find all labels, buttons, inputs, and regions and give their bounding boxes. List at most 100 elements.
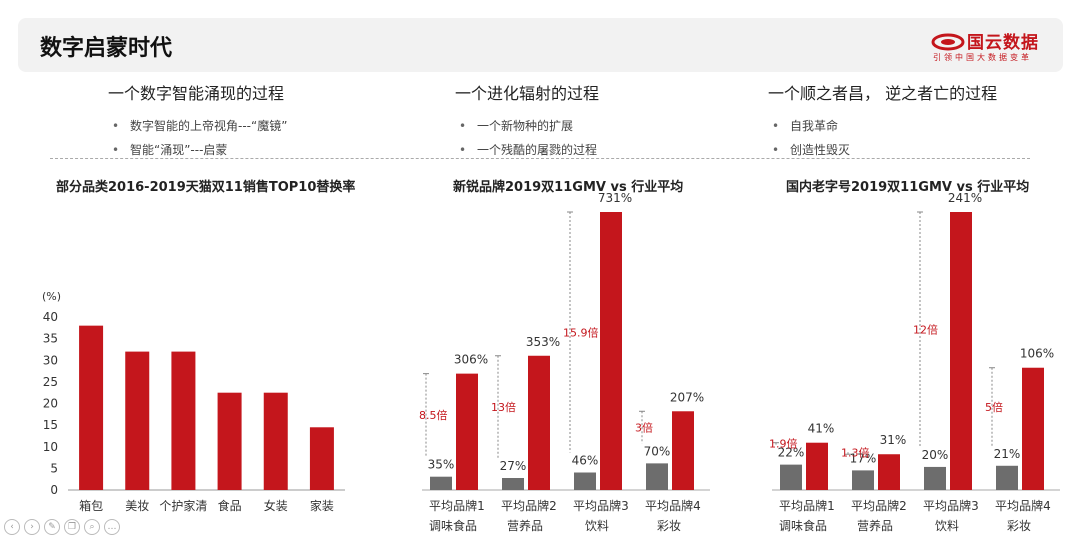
chart3-category-label: 营养品 xyxy=(857,518,893,533)
chart3-category-label: 彩妆 xyxy=(1007,519,1031,533)
chart3-avg-label: 平均 xyxy=(851,499,875,513)
page-title: 数字启蒙时代 xyxy=(40,36,173,61)
chart2-title: 新锐品牌2019双11GMV vs 行业平均 xyxy=(453,180,684,195)
logo-swirl-icon xyxy=(931,33,965,51)
chart3-avg-value: 22% xyxy=(778,446,805,460)
prev-icon[interactable]: ‹ xyxy=(4,519,20,535)
chart3-category-label: 调味食品 xyxy=(779,518,827,533)
chart1-ytick-label: 15 xyxy=(43,418,58,432)
chart1-xtick-label: 食品 xyxy=(218,498,242,513)
chart3-multiple-label: 5倍 xyxy=(985,400,1003,414)
chart2-brand-label: 品牌1 xyxy=(453,499,485,513)
column-title: 一个进化辐射的过程 xyxy=(455,84,600,103)
bullet-item: 智能“涌现”---启蒙 xyxy=(112,138,287,162)
chart1-bar xyxy=(125,351,150,490)
chart1-title: 部分品类2016-2019天猫双11销售TOP10替换率 xyxy=(56,180,356,195)
chart3-avg-label: 平均 xyxy=(995,499,1019,513)
chart3-avg-label: 平均 xyxy=(923,499,947,513)
chart3-category-label: 饮料 xyxy=(935,519,959,533)
chart1-ytick-label: 5 xyxy=(50,461,58,475)
chart2-category-label: 饮料 xyxy=(585,519,609,533)
column-title: 一个数字智能涌现的过程 xyxy=(108,84,285,103)
next-icon[interactable]: › xyxy=(24,519,40,535)
chart2-brand-bar xyxy=(456,373,478,490)
chart1-ytick-label: 25 xyxy=(43,375,58,389)
chart1-bar xyxy=(79,325,104,490)
chart3-avg-value: 17% xyxy=(850,451,877,465)
zoom-icon[interactable]: ⌕ xyxy=(84,519,100,535)
chart2-multiple-label: 15.9倍 xyxy=(563,325,599,339)
chart1-bar xyxy=(263,392,288,490)
chart1-ytick-label: 30 xyxy=(43,353,58,367)
bullet-item: 自我革命 xyxy=(772,114,997,138)
chart3-avg-value: 20% xyxy=(922,448,949,462)
chart2-category-label: 营养品 xyxy=(507,518,543,533)
header-bar: 数字启蒙时代 国云数据 引领中国大数据变革 xyxy=(18,18,1063,72)
chart3-brand-bar xyxy=(878,454,900,490)
chart1-ylabel: (%) xyxy=(42,290,61,303)
bullet-item: 创造性毁灭 xyxy=(772,138,997,162)
chart2-avg-bar xyxy=(574,472,596,490)
chart2-avg-bar xyxy=(430,476,452,490)
chart3-avg-bar xyxy=(852,470,874,490)
chart3-brand-label: 品牌4 xyxy=(1019,499,1051,513)
chart3-avg-bar xyxy=(924,466,946,490)
pen-icon[interactable]: ✎ xyxy=(44,519,60,535)
bullet-item: 一个残酷的屠戮的过程 xyxy=(459,138,599,162)
chart3-brand-value: 41% xyxy=(808,422,835,436)
section-divider xyxy=(50,158,1030,159)
chart2-brand-value: 731% xyxy=(598,191,632,205)
logo: 国云数据 引领中国大数据变革 xyxy=(931,28,1043,66)
chart1-xtick-label: 美妆 xyxy=(125,499,149,513)
chart2-multiple-label: 13倍 xyxy=(491,400,516,414)
chart3-brand-label: 品牌1 xyxy=(803,499,835,513)
chart2-multiple-label: 8.5倍 xyxy=(419,408,448,422)
chart3-title: 国内老字号2019双11GMV vs 行业平均 xyxy=(786,180,1030,195)
bullet-item: 数字智能的上帝视角---“魔镜” xyxy=(112,114,287,138)
chart3-avg-label: 平均 xyxy=(779,499,803,513)
slide-nav: ‹ › ✎ ❐ ⌕… xyxy=(4,514,124,535)
chart1-bar xyxy=(309,427,334,490)
chart2-avg-bar xyxy=(502,478,524,490)
chart2-brand-value: 207% xyxy=(670,390,704,404)
chart2-brand-bar xyxy=(672,411,694,490)
chart2-brand-value: 353% xyxy=(526,335,560,349)
more-icon[interactable]: … xyxy=(104,519,120,535)
chart2-avg-value: 46% xyxy=(572,454,599,468)
chart2-avg-bar xyxy=(646,463,668,490)
chart2-brand-label: 品牌4 xyxy=(669,499,701,513)
chart1-ytick-label: 10 xyxy=(43,440,58,454)
chart2-avg-label: 平均 xyxy=(429,499,453,513)
chart1-xtick-label: 箱包 xyxy=(79,498,103,513)
chart3-brand-bar xyxy=(1022,367,1044,490)
chart1-ytick-label: 35 xyxy=(43,332,58,346)
column-1: 一个数字智能涌现的过程 数字智能的上帝视角---“魔镜” 智能“涌现”---启蒙 xyxy=(108,80,287,162)
chart3-brand-label: 品牌3 xyxy=(947,499,979,513)
column-2: 一个进化辐射的过程 一个新物种的扩展 一个残酷的屠戮的过程 xyxy=(455,80,599,162)
chart2-avg-label: 平均 xyxy=(501,499,525,513)
chart2-category-label: 彩妆 xyxy=(657,519,681,533)
chart3-multiple-label: 12倍 xyxy=(913,322,938,336)
column-3: 一个顺之者昌， 逆之者亡的过程 自我革命 创造性毁灭 xyxy=(768,80,997,162)
chart2-category-label: 调味食品 xyxy=(429,518,477,533)
chart3-brand-value: 241% xyxy=(948,191,982,205)
chart3-brand-value: 31% xyxy=(880,433,907,447)
chart1-ytick-label: 0 xyxy=(50,483,58,497)
chart1-xtick-label: 女装 xyxy=(264,498,288,513)
chart3-brand-label: 品牌2 xyxy=(875,499,907,513)
chart3-multiple-label: 1.3倍 xyxy=(841,445,870,459)
chart1-ytick-label: 40 xyxy=(43,310,58,324)
chart2-brand-value: 306% xyxy=(454,353,488,367)
copy-icon[interactable]: ❐ xyxy=(64,519,80,535)
chart2-avg-label: 平均 xyxy=(645,499,669,513)
chart2-avg-value: 27% xyxy=(500,459,527,473)
chart2-avg-value: 35% xyxy=(428,458,455,472)
chart3-avg-bar xyxy=(780,464,802,490)
chart1-xtick-label: 家装 xyxy=(310,498,334,513)
chart2-brand-bar xyxy=(528,355,550,490)
chart3-brand-value: 106% xyxy=(1020,347,1054,361)
logo-name: 国云数据 xyxy=(967,33,1039,53)
chart2-brand-label: 品牌2 xyxy=(525,499,557,513)
chart1-xtick-label: 个护家清 xyxy=(159,498,207,513)
